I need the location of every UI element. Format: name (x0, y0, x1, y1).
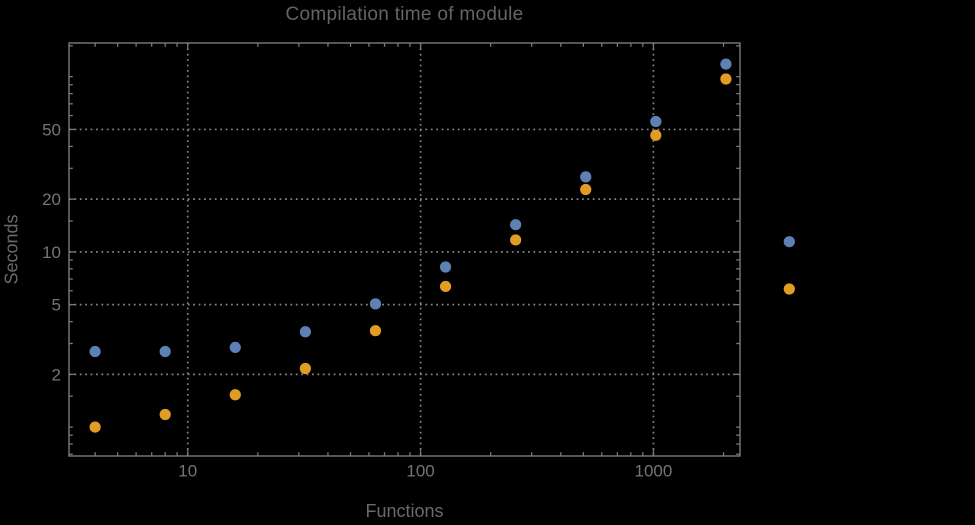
y-tick-label: 2 (52, 365, 61, 384)
y-axis-label: Seconds (1, 214, 22, 285)
data-point-blue (159, 345, 171, 358)
data-point-orange (159, 408, 171, 421)
data-point-blue (89, 345, 101, 358)
x-tick-label: 10 (178, 462, 197, 481)
data-point-orange (229, 389, 241, 401)
data-point-orange (299, 362, 311, 375)
chart-title: Compilation time of module (285, 4, 524, 25)
x-tick-label: 100 (406, 462, 434, 481)
data-point-blue (720, 58, 732, 70)
data-point-orange (720, 73, 732, 85)
data-point-blue (510, 219, 522, 231)
y-tick-label: 5 (52, 296, 61, 315)
legend-marker-blue (783, 236, 795, 248)
data-point-blue (580, 171, 592, 183)
y-tick-label: 50 (42, 120, 61, 139)
plot-frame (68, 42, 741, 457)
data-point-blue (229, 341, 241, 354)
data-point-blue (650, 115, 662, 128)
data-point-orange (89, 421, 101, 433)
y-tick-label: 10 (42, 243, 61, 262)
data-point-orange (650, 129, 662, 141)
data-point-blue (299, 326, 311, 338)
data-point-blue (439, 261, 452, 273)
data-point-blue (369, 298, 382, 310)
legend-marker-orange (783, 283, 795, 295)
data-point-orange (580, 183, 592, 196)
data-point-orange (369, 325, 382, 337)
data-point-orange (439, 280, 452, 293)
x-axis-label: Functions (365, 501, 444, 521)
y-tick-label: 20 (42, 190, 61, 209)
data-point-orange (510, 234, 522, 246)
x-tick-label: 1000 (635, 462, 673, 481)
